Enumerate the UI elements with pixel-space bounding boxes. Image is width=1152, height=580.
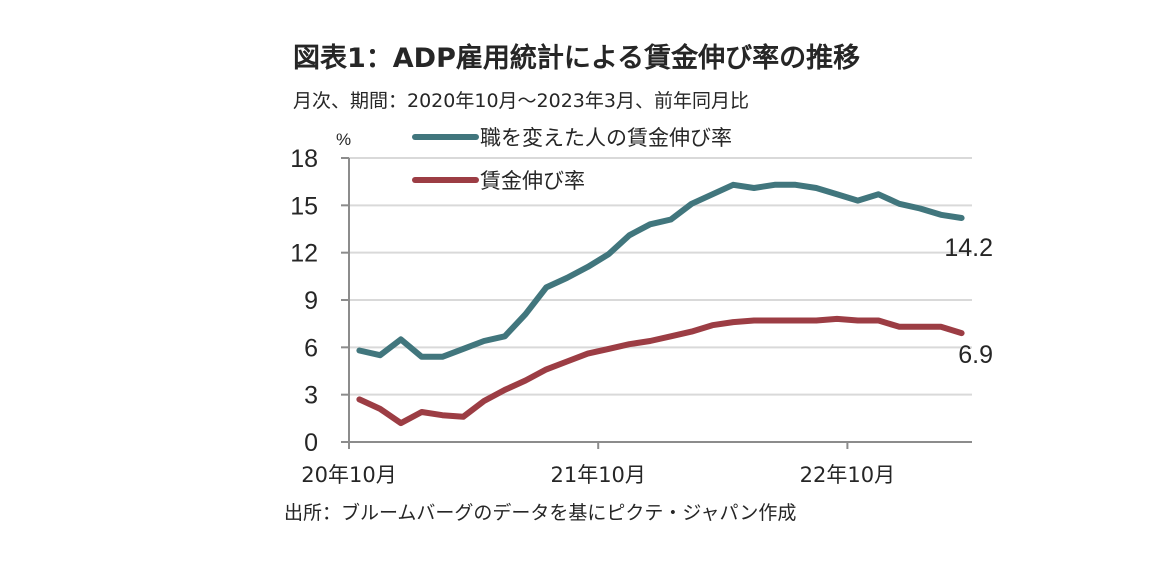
end-value-label-2: 6.9: [958, 341, 993, 369]
y-tick-label: 15: [290, 192, 318, 220]
y-tick-label: 6: [304, 334, 318, 362]
series-line-2: [356, 315, 965, 427]
y-tick-label: 12: [290, 240, 318, 268]
end-labels: 14.2 6.9: [944, 234, 993, 369]
y-tick-label: 9: [304, 287, 318, 315]
legend-label-1: 職を変えた人の賃金伸び率: [480, 126, 732, 150]
y-tick-labels: 0 3 6 9 12 15 18: [290, 145, 318, 457]
series-lines: [356, 181, 965, 427]
x-tick-label: 21年10月: [550, 463, 645, 487]
end-value-label-1: 14.2: [944, 234, 993, 262]
x-tick-label: 20年10月: [301, 463, 396, 487]
series-line-1: [356, 181, 965, 360]
x-tick-labels: 20年10月 21年10月 22年10月: [301, 463, 895, 487]
y-tick-label: 18: [290, 145, 318, 173]
chart-subtitle: 月次、期間：2020年10月〜2023年3月、前年同月比: [293, 90, 749, 112]
axes: [341, 157, 972, 449]
chart-title: 図表1：ADP雇用統計による賃金伸び率の推移: [293, 43, 861, 74]
gridlines: [349, 157, 972, 396]
legend-label-2: 賃金伸び率: [480, 169, 585, 193]
source-note: 出所：ブルームバーグのデータを基にピクテ・ジャパン作成: [284, 502, 797, 524]
x-tick-label: 22年10月: [800, 463, 895, 487]
y-unit-label: %: [336, 130, 351, 149]
y-tick-label: 3: [304, 382, 318, 410]
y-tick-label: 0: [304, 429, 318, 457]
